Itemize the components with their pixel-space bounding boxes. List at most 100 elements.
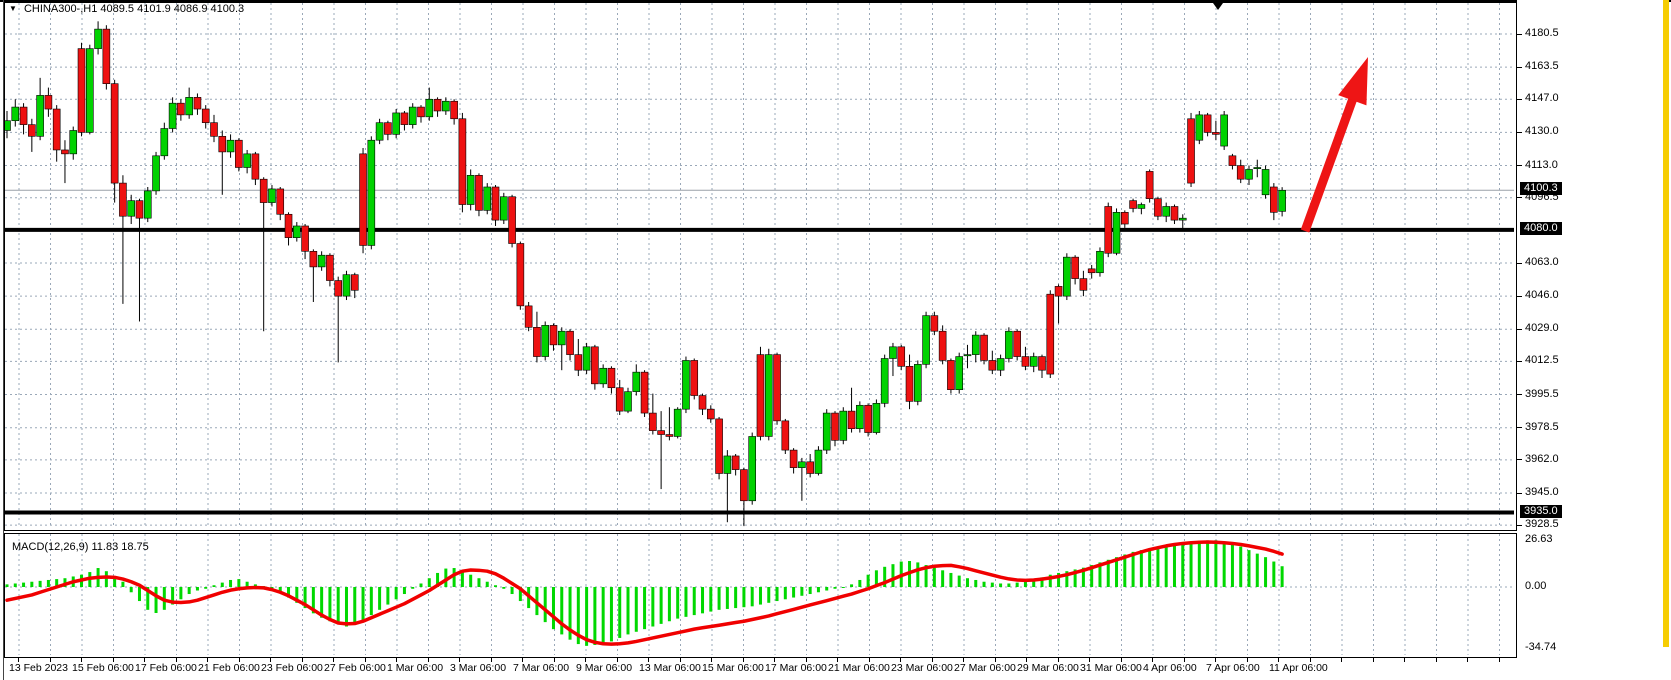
- time-axis-tick: [1435, 658, 1437, 662]
- time-axis-tick: [1246, 658, 1248, 662]
- time-axis-tick: [1152, 658, 1153, 662]
- time-axis-tick: [1120, 658, 1122, 662]
- macd-histogram-bar: [328, 587, 332, 622]
- time-axis-tick: [742, 658, 744, 662]
- time-axis-tick: [774, 658, 775, 662]
- macd-histogram-bar: [560, 587, 564, 635]
- bear-candle: [475, 174, 483, 211]
- bull-candle: [86, 48, 94, 133]
- bear-candle: [847, 410, 856, 429]
- bear-candle: [28, 124, 36, 137]
- time-axis-label: 27 Feb 06:00: [324, 662, 386, 674]
- macd-histogram-bar: [369, 587, 373, 616]
- bull-candle: [557, 330, 566, 346]
- macd-histogram-bar: [1280, 566, 1284, 587]
- macd-histogram-bar: [1172, 543, 1176, 587]
- time-axis-tick: [805, 658, 807, 662]
- time-axis-label: 11 Apr 06:00: [1269, 662, 1328, 674]
- price-axis[interactable]: 4180.5 4163.5 4147.0 4130.0 4113.0 4096.5 4063…: [1517, 0, 1664, 680]
- time-axis-tick: [333, 658, 334, 662]
- price-axis-tick: [1517, 295, 1522, 297]
- time-axis-tick: [553, 658, 555, 662]
- bull-candle: [955, 356, 964, 390]
- macd-signal-value: 18.75: [121, 541, 149, 553]
- macd-histogram-bar: [866, 574, 870, 587]
- price-axis-label: 4180.5: [1525, 27, 1559, 39]
- bull-candle: [1253, 167, 1262, 169]
- bull-candle: [673, 408, 682, 437]
- macd-histogram-bar: [436, 572, 440, 587]
- symbol-ohlc-header: ▼ CHINA300-,H1 4089.5 4101.9 4086.9 4100…: [9, 3, 244, 15]
- time-axis-tick: [49, 658, 51, 662]
- macd-histogram-bar: [469, 574, 473, 587]
- price-axis-tick: [1517, 197, 1522, 199]
- bull-candle: [160, 128, 169, 157]
- candlestick-chart-surface[interactable]: [5, 3, 1514, 528]
- time-axis-tick: [585, 658, 586, 662]
- macd-axis-label: -34.74: [1525, 641, 1557, 653]
- macd-histogram-bar: [783, 587, 787, 600]
- macd-histogram-bar: [758, 587, 762, 605]
- bull-candle: [1096, 251, 1104, 274]
- macd-histogram-bar: [494, 585, 498, 587]
- time-axis[interactable]: 13 Feb 2023 15 Feb 06:00 17 Feb 06:00 21 Fe…: [4, 658, 1517, 680]
- price-axis-label: 3978.5: [1525, 420, 1559, 433]
- bear-candle: [1145, 171, 1154, 199]
- time-axis-tick: [616, 658, 618, 662]
- macd-histogram-bar: [1181, 542, 1185, 587]
- bull-candle: [1162, 206, 1170, 217]
- symbol-timeframe-label: CHINA300-,H1: [23, 3, 98, 15]
- time-axis-tick: [207, 658, 208, 662]
- macd-histogram-bar: [419, 583, 423, 587]
- macd-histogram-bar: [883, 566, 887, 587]
- macd-histogram-bar: [593, 587, 597, 645]
- macd-histogram-bar: [5, 584, 9, 587]
- bear-candle: [615, 387, 624, 412]
- bear-candle: [218, 136, 227, 153]
- time-axis-tick: [364, 658, 366, 662]
- macd-histogram-bar: [1239, 546, 1243, 587]
- bear-candle: [259, 178, 268, 203]
- symbol-dropdown-icon[interactable]: ▼: [9, 4, 17, 13]
- bear-candle: [77, 48, 86, 133]
- price-axis-tick: [1517, 328, 1522, 330]
- price-axis-tick: [1517, 459, 1522, 461]
- macd-histogram-bar: [833, 587, 837, 589]
- price-axis-label: 4130.0: [1525, 125, 1559, 138]
- bull-candle: [185, 97, 193, 116]
- time-axis-tick: [711, 658, 712, 662]
- macd-histogram-bar: [576, 587, 580, 645]
- macd-indicator-panel[interactable]: [4, 533, 1517, 658]
- price-chart-panel[interactable]: [4, 2, 1517, 531]
- macd-histogram-bar: [460, 571, 464, 587]
- bear-candle: [193, 97, 202, 110]
- bull-candle: [342, 274, 351, 297]
- macd-histogram-bar: [775, 587, 779, 602]
- macd-histogram-bar: [518, 587, 522, 602]
- bear-candle: [210, 122, 218, 137]
- macd-histogram-bar: [38, 580, 42, 587]
- macd-chart-surface[interactable]: [5, 534, 1514, 655]
- time-axis-label: 31 Mar 06:00: [1080, 662, 1142, 674]
- bull-candle: [127, 200, 135, 217]
- price-badge: 4100.3: [1520, 182, 1562, 196]
- macd-histogram-bar: [386, 587, 390, 605]
- macd-histogram-bar: [990, 582, 994, 587]
- time-axis-tick: [994, 658, 996, 662]
- macd-histogram-bar: [949, 572, 953, 587]
- time-axis-label: 15 Mar 06:00: [702, 662, 764, 674]
- time-axis-label: 23 Feb 06:00: [261, 662, 323, 674]
- macd-histogram-bar: [1090, 565, 1094, 587]
- bull-candle: [1137, 204, 1146, 209]
- bear-candle: [831, 412, 839, 441]
- time-axis-label: 13 Mar 06:00: [639, 662, 701, 674]
- macd-histogram-bar: [1164, 544, 1168, 587]
- bear-candle: [119, 182, 127, 217]
- macd-histogram-bar: [850, 584, 854, 587]
- bull-candle: [1195, 114, 1204, 141]
- bull-candle: [36, 95, 44, 137]
- bull-candle: [425, 98, 434, 118]
- bear-candle: [789, 449, 798, 468]
- time-axis-tick: [1341, 658, 1342, 662]
